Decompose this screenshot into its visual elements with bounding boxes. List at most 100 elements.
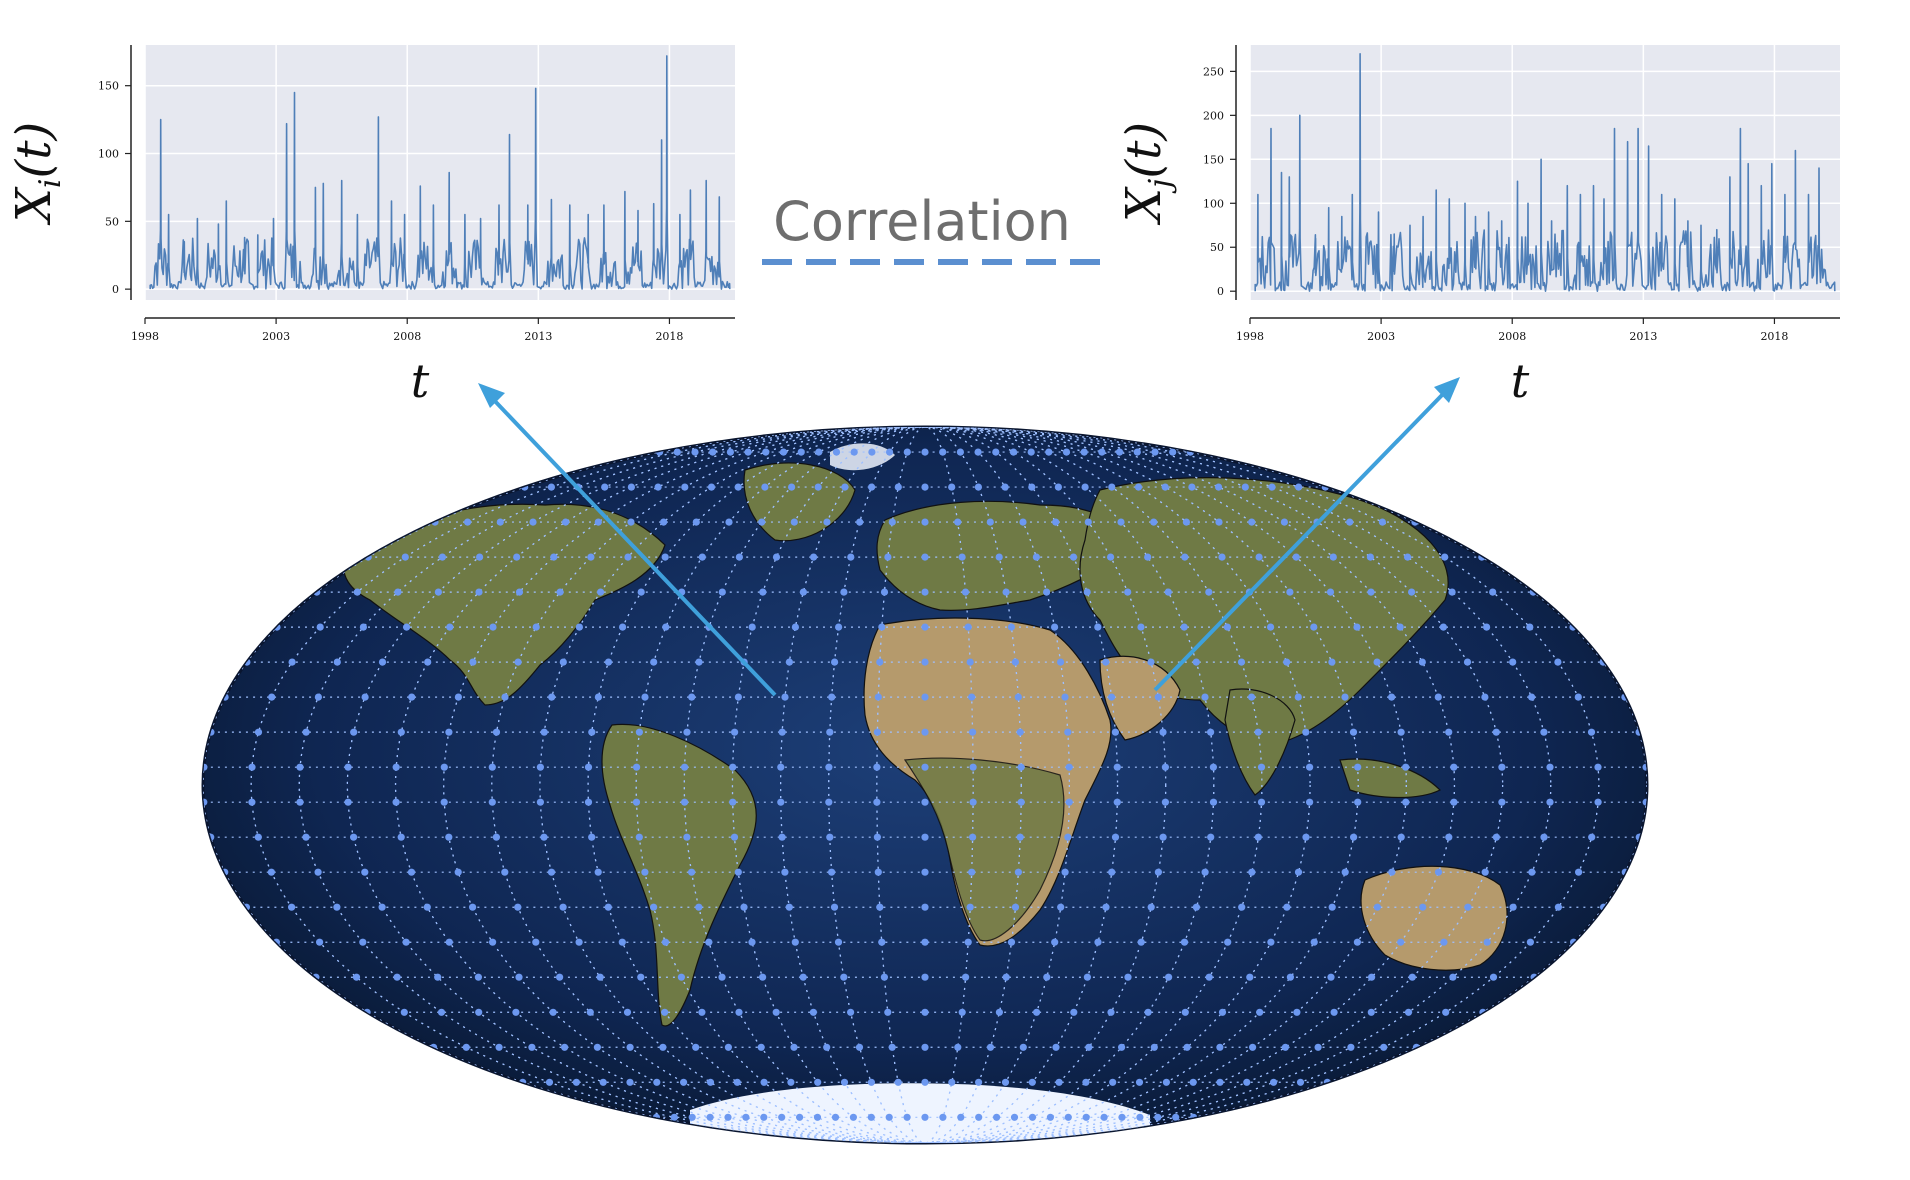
series-right bbox=[1254, 53, 1836, 292]
grid-node bbox=[556, 973, 564, 981]
grid-node bbox=[1310, 938, 1318, 946]
india bbox=[1224, 688, 1296, 796]
grid-node bbox=[641, 868, 649, 876]
grid-node bbox=[547, 483, 556, 491]
grid-node bbox=[314, 868, 322, 876]
grid-node bbox=[434, 588, 442, 596]
grid-node bbox=[593, 1043, 602, 1051]
grid-node bbox=[781, 693, 789, 701]
grid-node bbox=[359, 623, 367, 631]
chart-left: 1998 2003 2008 2013 2018 0 50 100 150 Xi(t) t bbox=[6, 45, 735, 408]
grid-node bbox=[1098, 448, 1106, 456]
grid-node bbox=[1397, 833, 1405, 841]
grid-node bbox=[268, 693, 276, 701]
grid-node bbox=[785, 903, 793, 911]
grid-node bbox=[302, 833, 310, 841]
grid-node bbox=[596, 973, 604, 981]
grid-node bbox=[734, 868, 742, 876]
grid-node bbox=[1328, 658, 1336, 666]
grid-node bbox=[288, 658, 296, 666]
grid-node bbox=[1350, 833, 1358, 841]
grid-node bbox=[921, 833, 929, 841]
grid-node bbox=[1061, 693, 1069, 701]
grid-node bbox=[1043, 588, 1051, 596]
grid-node bbox=[832, 448, 841, 456]
grid-node bbox=[536, 763, 545, 771]
grid-node bbox=[1267, 623, 1275, 631]
grid-node bbox=[1057, 658, 1065, 666]
grid-node bbox=[1256, 1008, 1264, 1016]
grid-node bbox=[1064, 833, 1072, 841]
grid-node bbox=[1118, 1113, 1126, 1121]
grid-node bbox=[921, 1043, 929, 1051]
grid-node bbox=[1083, 588, 1091, 596]
north-america bbox=[343, 503, 666, 706]
grid-node bbox=[1154, 693, 1162, 701]
australia bbox=[1360, 865, 1508, 971]
grid-node bbox=[475, 588, 483, 596]
grid-node bbox=[1267, 938, 1275, 946]
grid-node bbox=[969, 728, 977, 736]
grid-node bbox=[650, 658, 658, 666]
grid-node bbox=[868, 483, 876, 491]
grid-node bbox=[637, 973, 645, 981]
y-axis-label-left: Xi(t) bbox=[6, 122, 68, 227]
grid-node bbox=[958, 553, 966, 561]
grid-node bbox=[424, 658, 432, 666]
grid-node bbox=[1442, 1008, 1450, 1016]
grid-node bbox=[361, 693, 369, 701]
grid-node bbox=[604, 903, 612, 911]
grid-node bbox=[1019, 1043, 1027, 1051]
grid-node bbox=[758, 518, 766, 526]
y-tick-label-150: 150 bbox=[1203, 153, 1224, 166]
grid-node bbox=[847, 1008, 855, 1016]
grid-node bbox=[1546, 763, 1554, 771]
grid-node bbox=[884, 1008, 892, 1016]
grid-node bbox=[661, 1008, 669, 1016]
grid-node bbox=[828, 868, 836, 876]
grid-node bbox=[352, 973, 361, 981]
grid-node bbox=[495, 1043, 503, 1051]
grid-node bbox=[469, 903, 477, 911]
grid-node bbox=[695, 658, 703, 666]
grid-node bbox=[742, 1113, 750, 1121]
grid-node bbox=[670, 1113, 678, 1121]
grid-node bbox=[921, 973, 929, 981]
grid-node bbox=[1154, 1113, 1162, 1121]
grid-node bbox=[626, 1043, 634, 1051]
grid-node bbox=[601, 483, 609, 491]
grid-node bbox=[1404, 553, 1412, 561]
grid-node bbox=[957, 1113, 965, 1121]
grid-node bbox=[619, 623, 627, 631]
grid-node bbox=[1070, 1008, 1078, 1016]
grid-node bbox=[1150, 1043, 1158, 1051]
y-tick-label-50: 50 bbox=[105, 215, 119, 228]
grid-node bbox=[662, 623, 670, 631]
meridian-17 bbox=[828, 427, 1022, 1143]
grid-node bbox=[1061, 868, 1069, 876]
grid-node bbox=[545, 1078, 554, 1086]
grid-node bbox=[748, 938, 756, 946]
grid-node bbox=[1083, 973, 1091, 981]
grid-node bbox=[588, 833, 596, 841]
grid-node bbox=[1052, 1043, 1060, 1051]
grid-node bbox=[587, 553, 595, 561]
grid-node bbox=[921, 623, 929, 631]
grid-node bbox=[731, 728, 739, 736]
grid-node bbox=[397, 833, 405, 841]
arrow-right-head bbox=[1434, 377, 1460, 403]
grid-node bbox=[707, 483, 716, 491]
grid-node bbox=[1045, 448, 1053, 456]
grid-node bbox=[1137, 623, 1145, 631]
grid-node bbox=[734, 483, 742, 491]
grid-node bbox=[1011, 903, 1020, 911]
grid-node bbox=[272, 938, 280, 946]
grid-node bbox=[1329, 553, 1337, 561]
grid-node bbox=[496, 518, 504, 526]
grid-node bbox=[1588, 833, 1596, 841]
grid-node bbox=[921, 1078, 929, 1086]
grid-node bbox=[1509, 658, 1517, 666]
grid-node bbox=[760, 1078, 768, 1086]
grid-node bbox=[815, 448, 823, 456]
grid-node bbox=[344, 763, 352, 771]
